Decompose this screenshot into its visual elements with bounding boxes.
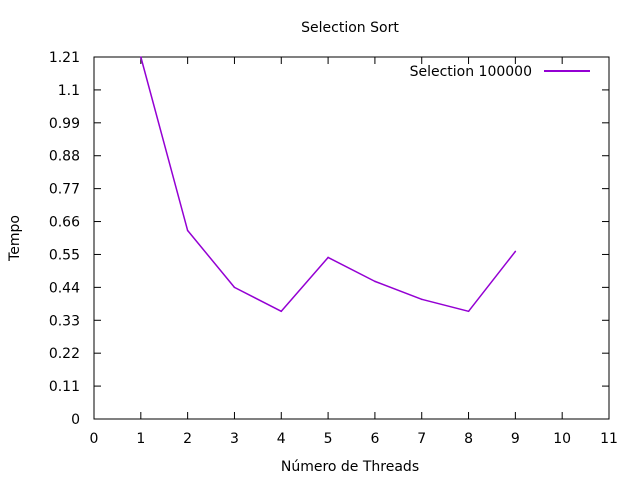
axis-ticks: 0 1 2 3 4 5 6 7 8 9 10 11 0 0.11 0.22 0.33 0.44 0.55 0.66 0… [49, 50, 618, 447]
x-tick-label: 5 [324, 431, 333, 447]
x-tick-label: 1 [136, 431, 145, 447]
data-point [233, 286, 236, 289]
x-tick-label: 11 [600, 431, 618, 447]
y-tick-label: 0.99 [49, 116, 80, 132]
data-point [186, 229, 189, 232]
y-tick-label: 1.1 [58, 83, 80, 99]
x-tick-label: 2 [183, 431, 192, 447]
plot-frame [93, 56, 610, 420]
y-tick-label: 0.33 [49, 313, 80, 329]
chart-title: Selection Sort [301, 20, 399, 36]
legend: Selection 100000 [410, 64, 590, 80]
y-tick-label: 0.11 [49, 379, 80, 395]
data-point [140, 56, 142, 58]
y-tick-label: 1.21 [49, 50, 80, 66]
y-tick-label: 0.77 [49, 182, 80, 198]
data-point [514, 250, 517, 253]
x-tick-label: 0 [90, 431, 99, 447]
y-tick-label: 0.88 [49, 149, 80, 165]
x-tick-label: 3 [230, 431, 239, 447]
y-tick-label: 0.22 [49, 346, 80, 362]
series-layer [140, 56, 517, 313]
y-tick-label: 0.66 [49, 215, 80, 231]
x-tick-label: 7 [417, 431, 426, 447]
data-point [467, 310, 470, 313]
x-tick-label: 8 [464, 431, 473, 447]
x-axis-label: Número de Threads [281, 459, 419, 475]
y-tick-label: 0.55 [49, 247, 80, 263]
legend-label: Selection 100000 [410, 64, 532, 80]
y-tick-label: 0.44 [49, 280, 80, 296]
x-tick-label: 4 [277, 431, 286, 447]
x-tick-label: 10 [553, 431, 571, 447]
y-axis-label: Tempo [7, 215, 23, 262]
x-tick-label: 6 [370, 431, 379, 447]
y-tick-label: 0 [71, 412, 80, 428]
x-tick-label: 9 [511, 431, 520, 447]
data-point [327, 256, 329, 259]
data-point [374, 280, 376, 283]
data-point [280, 310, 283, 313]
data-point [420, 298, 423, 301]
